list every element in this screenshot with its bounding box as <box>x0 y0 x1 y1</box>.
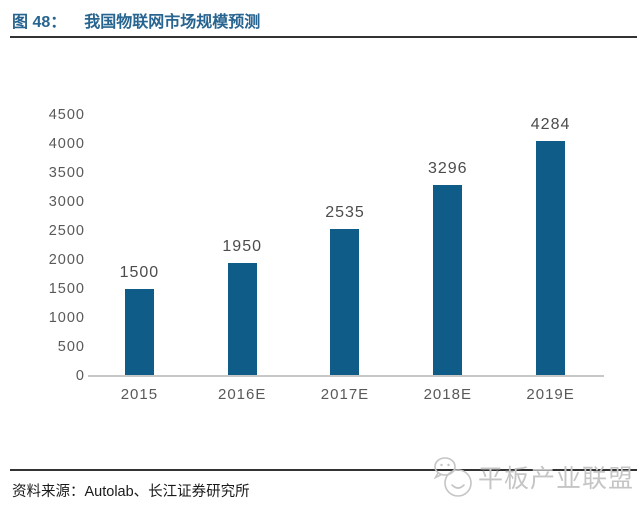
source-note: 资料来源：Autolab、长江证券研究所 <box>12 484 250 500</box>
watermark: 平板产业联盟 <box>431 454 634 500</box>
bar-slot: 1500 <box>88 115 191 376</box>
bar-slot: 2535 <box>294 115 397 376</box>
x-axis: 2015 2016E 2017E 2018E 2019E <box>88 386 602 403</box>
bar-slot: 4284 <box>499 115 602 376</box>
y-tick-label: 3000 <box>48 194 85 210</box>
bar <box>227 263 257 376</box>
watermark-text: 平板产业联盟 <box>477 465 634 493</box>
y-tick-label: 2500 <box>48 223 85 239</box>
y-tick-label: 2000 <box>48 252 85 268</box>
bar <box>536 141 566 376</box>
figure-title: 我国物联网市场规模预测 <box>84 14 261 31</box>
y-tick-label: 4500 <box>48 107 85 123</box>
figure-number: 图 48： <box>12 14 67 31</box>
footer-divider <box>10 469 637 471</box>
x-tick-label: 2017E <box>320 386 370 403</box>
x-tick-label: 2015 <box>120 386 159 403</box>
bar-value-label: 1950 <box>222 238 262 255</box>
bar-slot: 1950 <box>191 115 294 376</box>
y-tick-label: 3500 <box>48 165 85 181</box>
bar <box>433 185 463 376</box>
y-tick-label: 4000 <box>48 136 85 152</box>
bar <box>330 229 360 376</box>
figure-header: 图 48： 我国物联网市场规模预测 <box>12 8 260 32</box>
wechat-icon <box>433 457 472 497</box>
x-tick-label: 2016E <box>218 386 267 403</box>
bar-value-label: 4284 <box>530 116 571 133</box>
x-tick-label: 2019E <box>526 386 575 403</box>
x-axis-line <box>88 375 604 377</box>
bar-value-label: 2535 <box>325 204 365 221</box>
bar-value-label: 1500 <box>119 264 160 281</box>
header-divider <box>10 36 637 38</box>
x-tick-label: 2018E <box>423 386 472 403</box>
bar-slot: 3296 <box>396 115 499 376</box>
y-tick-label: 0 <box>75 368 85 384</box>
plot-area: 1500 1950 2535 3296 4284 <box>88 115 602 376</box>
y-tick-label: 1000 <box>48 310 85 326</box>
bar <box>124 289 154 376</box>
bar-value-label: 3296 <box>427 160 468 177</box>
y-tick-label: 500 <box>57 339 85 355</box>
y-tick-label: 1500 <box>48 281 85 297</box>
